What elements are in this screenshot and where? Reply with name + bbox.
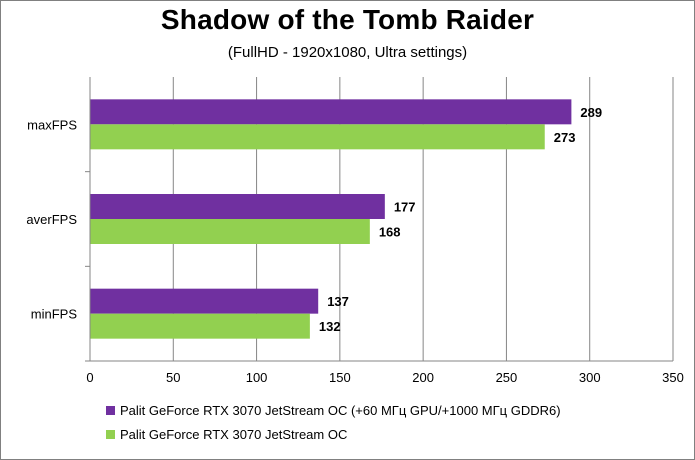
chart-title: Shadow of the Tomb Raider (160, 4, 535, 35)
x-tick-label: 350 (662, 370, 684, 385)
bar (90, 194, 385, 219)
legend-label-series-1: Palit GeForce RTX 3070 JetStream OC (+60… (120, 402, 561, 418)
bar (90, 313, 310, 339)
y-category-label: maxFPS (27, 117, 77, 132)
data-label: 132 (319, 319, 341, 334)
x-tick-label: 250 (496, 370, 518, 385)
chart-subtitle: (FullHD - 1920x1080, Ultra settings) (227, 44, 468, 61)
bar (90, 288, 319, 314)
x-tick-label: 300 (579, 370, 601, 385)
data-label: 168 (379, 225, 401, 240)
data-label: 289 (580, 105, 602, 120)
y-category-label: minFPS (31, 307, 78, 322)
legend-swatch-series-1 (106, 405, 115, 415)
x-tick-label: 150 (329, 370, 351, 385)
x-tick-label: 50 (166, 370, 180, 385)
bar (90, 124, 545, 150)
x-tick-label: 100 (246, 370, 268, 385)
bar (90, 99, 572, 125)
y-category-label: averFPS (26, 212, 77, 227)
legend-swatch-series-2 (106, 429, 115, 439)
data-label: 177 (394, 200, 416, 215)
data-label: 273 (554, 130, 576, 145)
x-tick-label: 200 (412, 370, 434, 385)
legend-item: Palit GeForce RTX 3070 JetStream OC (106, 422, 561, 446)
x-tick-label: 0 (86, 370, 93, 385)
legend-item: Palit GeForce RTX 3070 JetStream OC (+60… (106, 398, 561, 422)
data-label: 137 (327, 294, 349, 309)
bar (90, 219, 370, 244)
legend: Palit GeForce RTX 3070 JetStream OC (+60… (106, 398, 561, 446)
legend-label-series-2: Palit GeForce RTX 3070 JetStream OC (120, 426, 348, 442)
